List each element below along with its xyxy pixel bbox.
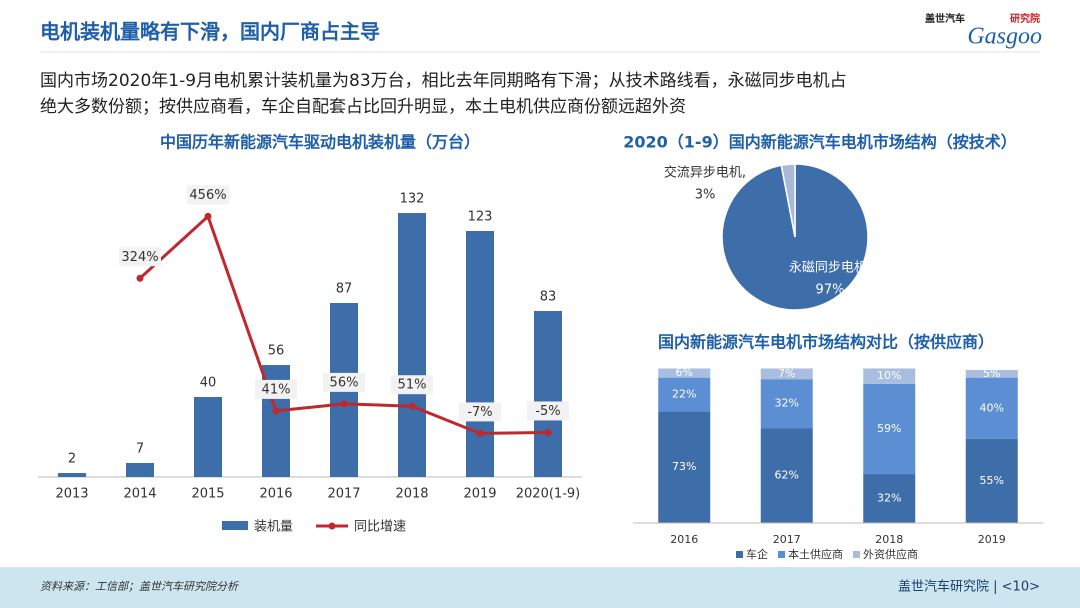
bar <box>534 311 562 477</box>
bar-segment <box>658 368 711 378</box>
pie-label: 交流异步电机, <box>664 165 746 181</box>
line-label: 56% <box>330 375 359 390</box>
line-label-box <box>255 379 297 399</box>
bar-segment <box>760 379 813 429</box>
line-label-box <box>459 402 501 422</box>
line-point <box>272 407 280 415</box>
bar-segment <box>863 474 916 523</box>
segment-label: 73% <box>672 460 696 473</box>
legend-swatch <box>736 551 743 558</box>
x-tick-label: 2018 <box>395 487 428 502</box>
bar <box>126 463 154 477</box>
legend-swatch <box>778 551 785 558</box>
logo-tag: 研究院 <box>1010 12 1040 25</box>
bar-label: 40 <box>200 376 217 391</box>
line-label-box <box>391 375 433 395</box>
line-point <box>340 400 348 408</box>
line-label: 456% <box>189 188 226 203</box>
bar-label: 132 <box>400 192 425 207</box>
legend-label: 车企 <box>746 547 768 561</box>
line-point <box>136 274 144 282</box>
logo-en: Gasgoo <box>967 24 1042 50</box>
x-tick-label: 2013 <box>55 487 88 502</box>
segment-label: 7% <box>778 367 795 380</box>
bar-label: 83 <box>540 290 557 305</box>
x-tick-label: 2019 <box>463 487 496 502</box>
segment-label: 5% <box>983 367 1000 380</box>
legend-label: 同比增速 <box>354 520 406 535</box>
line-point <box>544 428 552 436</box>
segment-label: 59% <box>877 422 901 435</box>
line-label-box <box>187 185 229 205</box>
bar-segment <box>965 377 1018 439</box>
line-label: -7% <box>467 405 492 420</box>
legend-swatch <box>853 551 860 558</box>
line-label-box <box>323 372 365 392</box>
line-point <box>408 402 416 410</box>
bar-segment <box>760 428 813 523</box>
line-label: 324% <box>121 250 158 265</box>
bar-label: 87 <box>336 282 353 297</box>
line-point <box>204 212 212 220</box>
x-tick-label: 2017 <box>773 533 801 546</box>
subtitle-line: 绝大多数份额；按供应商看，车企自配套占比回升明显，本土电机供应商份额远超外资 <box>40 97 686 117</box>
legend-label: 装机量 <box>254 520 293 535</box>
footer-source: 资料来源：工信部；盖世汽车研究院分析 <box>40 580 240 593</box>
x-tick-label: 2016 <box>670 533 698 546</box>
footer-band <box>0 567 1080 608</box>
segment-label: 6% <box>676 366 693 379</box>
bar-segment <box>658 411 711 523</box>
bar-segment <box>863 368 916 384</box>
legend-label: 外资供应商 <box>863 547 918 561</box>
bar-segment <box>965 370 1018 378</box>
segment-label: 55% <box>980 474 1004 487</box>
segment-label: 32% <box>877 492 901 505</box>
bar-segment <box>965 438 1018 523</box>
x-tick-label: 2020(1-9) <box>516 487 580 502</box>
line-point <box>476 429 484 437</box>
chart-title: 2020（1-9）国内新能源汽车电机市场结构（按技术） <box>623 133 1016 152</box>
slide-title: 电机装机量略有下滑，国内厂商占主导 <box>40 20 380 44</box>
bar-label: 2 <box>68 452 76 467</box>
chart-title: 中国历年新能源汽车驱动电机装机量（万台） <box>160 133 480 152</box>
segment-label: 10% <box>877 369 901 382</box>
bar <box>398 213 426 477</box>
segment-label: 32% <box>775 397 799 410</box>
line-label: -5% <box>535 404 560 419</box>
line-label: 41% <box>262 382 291 397</box>
legend-swatch <box>328 522 336 530</box>
legend-swatch <box>222 521 248 530</box>
x-tick-label: 2017 <box>327 487 360 502</box>
bar <box>466 231 494 477</box>
bar-segment <box>760 368 813 380</box>
pie-label: 永磁同步电机, <box>789 261 871 276</box>
x-tick-label: 2018 <box>875 533 903 546</box>
footer-brand: 盖世汽车研究院 | <10> <box>898 579 1040 595</box>
bar <box>58 473 86 477</box>
pie-value: 3% <box>695 188 716 203</box>
bar-label: 123 <box>468 210 493 225</box>
bar-label: 56 <box>268 344 285 359</box>
segment-label: 22% <box>672 387 696 400</box>
chart-title: 国内新能源汽车电机市场结构对比（按供应商） <box>658 333 994 352</box>
x-tick-label: 2015 <box>191 487 224 502</box>
line-label-box <box>119 247 161 267</box>
x-tick-label: 2019 <box>978 533 1006 546</box>
bar-label: 7 <box>136 442 144 457</box>
x-tick-label: 2014 <box>123 487 156 502</box>
line-label-box <box>527 401 569 421</box>
subtitle-line: 国内市场2020年1-9月电机累计装机量为83万台，相比去年同期略有下滑；从技术… <box>40 71 847 91</box>
segment-label: 40% <box>980 401 1004 414</box>
line-label: 51% <box>398 378 427 393</box>
bar-segment <box>658 377 711 412</box>
logo-cn: 盖世汽车 <box>925 12 965 25</box>
pie-value: 97% <box>816 283 845 298</box>
x-tick-label: 2016 <box>259 487 292 502</box>
bar-segment <box>863 383 916 475</box>
bar <box>194 397 222 477</box>
pie-slice <box>780 163 796 238</box>
segment-label: 62% <box>775 469 799 482</box>
legend-label: 本土供应商 <box>788 547 843 561</box>
